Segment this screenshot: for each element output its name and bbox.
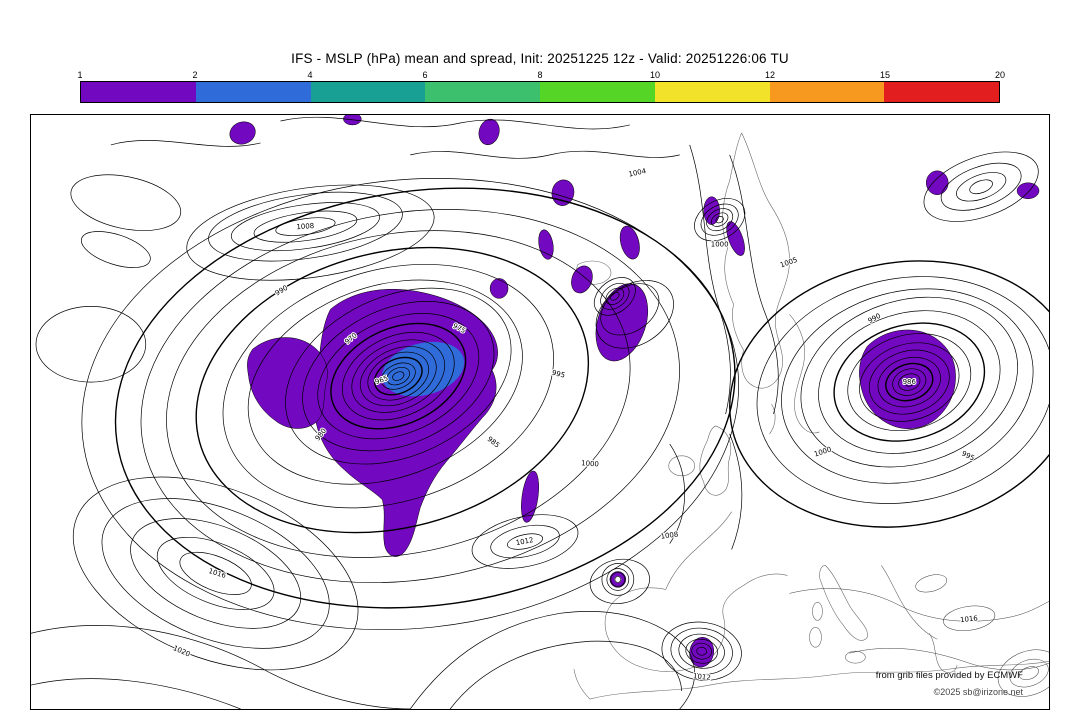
- colorbar: 1 2 4 6 8 10 12 15 20: [77, 66, 1005, 103]
- colorbar-tick-label: 12: [764, 70, 776, 80]
- isobar-label: 1005: [779, 256, 798, 270]
- isobar-label: 1000: [711, 241, 729, 249]
- isobar-label: 1004: [628, 167, 648, 179]
- spread-region: [538, 229, 554, 260]
- spread-region: [247, 337, 328, 429]
- colorbar-segment: [195, 82, 311, 102]
- isobar-label: 990: [867, 312, 883, 325]
- spread-region: [925, 170, 949, 195]
- page-title: IFS - MSLP (hPa) mean and spread, Init: …: [291, 51, 789, 66]
- colorbar-ticks: 1 2 4 6 8 10 12 15 20: [77, 66, 1005, 81]
- colorbar-segment: [540, 82, 655, 102]
- colorbar-segment: [425, 82, 540, 102]
- credit-ecmwf: from grib files provided by ECMWF: [875, 670, 1023, 681]
- colorbar-segments: [80, 81, 1000, 103]
- isobars: [31, 116, 1049, 709]
- isobar-label: 1000: [813, 445, 832, 458]
- isobar-label: 1008: [296, 222, 314, 231]
- colorbar-tick-label: 10: [649, 70, 661, 80]
- isobar-label: 1012: [693, 672, 712, 682]
- colorbar-tick-label: 15: [879, 70, 891, 80]
- spread-ring-hole: [614, 575, 622, 583]
- isobar-label: 986: [903, 378, 916, 386]
- colorbar-segment: [884, 82, 999, 102]
- coastlines: [573, 132, 1049, 700]
- spread-shading: [229, 115, 1040, 668]
- isobar-label: 1016: [960, 614, 979, 624]
- map-panel: 965 970 975 980 985 990 995 1000 1004 1008 1008 101…: [30, 114, 1050, 710]
- isobars-weak: [789, 574, 1049, 697]
- spread-region: [595, 283, 648, 362]
- spread-region: [859, 329, 956, 429]
- spread-region: [619, 225, 640, 260]
- colorbar-tick-label: 2: [192, 70, 198, 80]
- isobar-label: 1008: [660, 530, 679, 540]
- colorbar-segment: [81, 82, 196, 102]
- isobar-label: 995: [551, 369, 566, 380]
- isobar-label: 1000: [581, 459, 599, 468]
- isobar-label: 1020: [172, 644, 191, 659]
- spread-region: [478, 118, 500, 145]
- spread-region: [312, 288, 498, 557]
- colorbar-tick-label: 4: [307, 70, 313, 80]
- spread-region: [726, 221, 745, 256]
- colorbar-segment: [769, 82, 885, 102]
- isobar-label: 1012: [515, 536, 534, 547]
- colorbar-tick-label: 20: [994, 70, 1006, 80]
- colorbar-segment: [654, 82, 770, 102]
- colorbar-tick-label: 1: [77, 70, 83, 80]
- isobar-label: 1016: [208, 567, 227, 580]
- credit-copyright: ©2025 sb@irizone.net: [933, 687, 1023, 697]
- isobar-label: 985: [486, 435, 501, 449]
- spread-region: [229, 121, 256, 145]
- spread-region: [489, 278, 509, 299]
- colorbar-segment: [310, 82, 426, 102]
- spread-region: [1016, 182, 1040, 199]
- colorbar-tick-label: 6: [422, 70, 428, 80]
- colorbar-tick-label: 8: [537, 70, 543, 80]
